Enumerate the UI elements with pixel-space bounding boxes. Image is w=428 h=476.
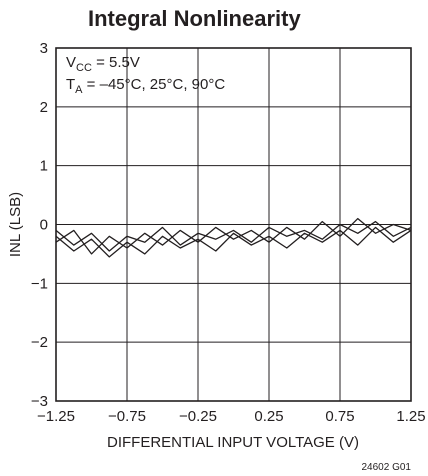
plot-frame (55, 47, 412, 402)
annotation-vcc: VCC = 5.5V (66, 54, 140, 74)
x-tick-labels: −1.25 −0.75 −0.25 0.25 0.75 1.25 (37, 408, 426, 425)
y-tick-label: 2 (40, 99, 48, 116)
grid (55, 47, 412, 402)
y-tick-label: 0 (40, 217, 48, 234)
x-tick-label: 0.25 (254, 408, 283, 425)
y-tick-label: −3 (31, 393, 48, 410)
inl-series-line (55, 217, 412, 255)
y-tick-label: 3 (40, 40, 48, 57)
x-tick-label: −0.25 (179, 408, 217, 425)
y-tick-label: 1 (40, 158, 48, 175)
annotation-ta: TA = –45°C, 25°C, 90°C (66, 76, 225, 96)
y-tick-label: −1 (31, 275, 48, 292)
x-tick-label: −0.75 (108, 408, 146, 425)
y-tick-labels: 3 2 1 0 −1 −2 −3 (31, 40, 48, 410)
inl-series-line (55, 220, 412, 252)
x-axis-label: DIFFERENTIAL INPUT VOLTAGE (V) (107, 434, 359, 451)
chart-title: Integral Nonlinearity (88, 6, 301, 31)
x-tick-label: −1.25 (37, 408, 75, 425)
inl-series-line (55, 226, 412, 258)
series-layer (55, 217, 412, 258)
y-tick-label: −2 (31, 334, 48, 351)
x-tick-label: 0.75 (325, 408, 354, 425)
figure-code: 24602 G01 (362, 462, 412, 473)
y-axis-label: INL (LSB) (7, 192, 24, 257)
x-tick-label: 1.25 (396, 408, 425, 425)
